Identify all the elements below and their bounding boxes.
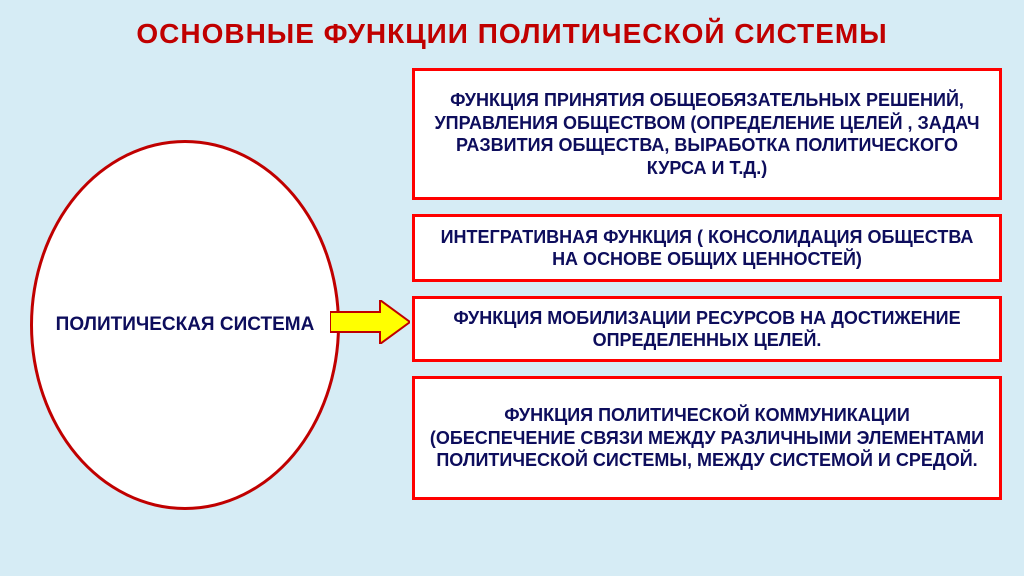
function-box-1: ФУНКЦИЯ ПРИНЯТИЯ ОБЩЕОБЯЗАТЕЛЬНЫХ РЕШЕНИ… — [412, 68, 1002, 200]
arrow-right-icon — [330, 300, 410, 344]
arrow-shape — [330, 300, 410, 344]
slide: ОСНОВНЫЕ ФУНКЦИИ ПОЛИТИЧЕСКОЙ СИСТЕМЫ ПО… — [0, 0, 1024, 576]
function-box-3: ФУНКЦИЯ МОБИЛИЗАЦИИ РЕСУРСОВ НА ДОСТИЖЕН… — [412, 296, 1002, 362]
slide-title: ОСНОВНЫЕ ФУНКЦИИ ПОЛИТИЧЕСКОЙ СИСТЕМЫ — [0, 18, 1024, 50]
function-box-4: ФУНКЦИЯ ПОЛИТИЧЕСКОЙ КОММУНИКАЦИИ (ОБЕСП… — [412, 376, 1002, 500]
center-ellipse: ПОЛИТИЧЕСКАЯ СИСТЕМА — [30, 140, 340, 510]
ellipse-label: ПОЛИТИЧЕСКАЯ СИСТЕМА — [56, 313, 315, 338]
function-box-2: ИНТЕГРАТИВНАЯ ФУНКЦИЯ ( КОНСОЛИДАЦИЯ ОБЩ… — [412, 214, 1002, 282]
function-boxes: ФУНКЦИЯ ПРИНЯТИЯ ОБЩЕОБЯЗАТЕЛЬНЫХ РЕШЕНИ… — [412, 68, 1002, 500]
